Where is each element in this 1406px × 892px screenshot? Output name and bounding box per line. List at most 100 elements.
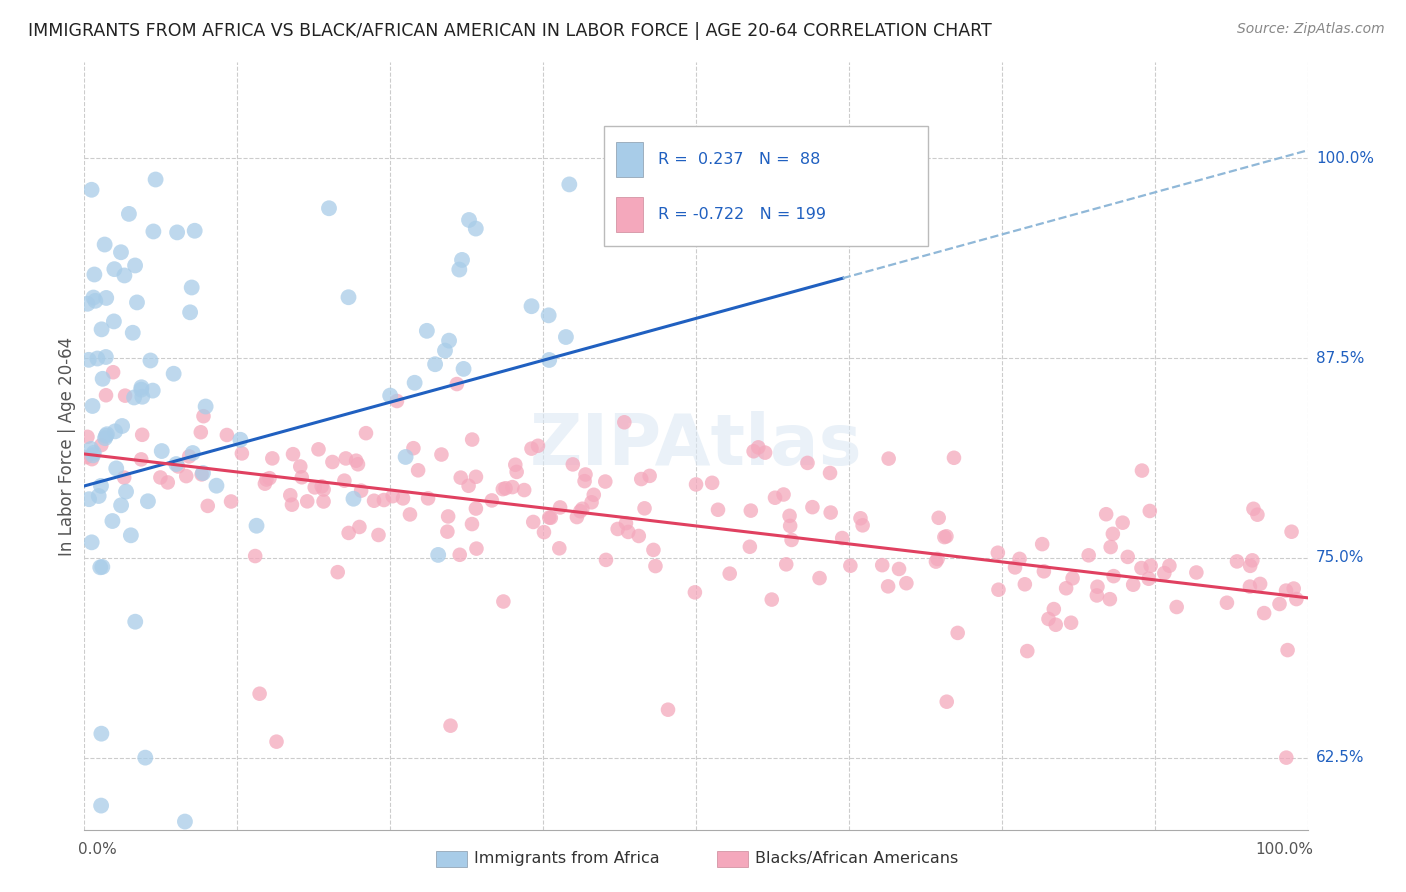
Point — [1111, 516, 1133, 530]
Point — [174, 814, 197, 829]
Point — [849, 511, 872, 525]
Point — [1277, 643, 1299, 657]
Point — [1185, 566, 1208, 580]
Point — [1122, 578, 1144, 592]
Point — [761, 592, 783, 607]
Point — [1282, 582, 1305, 596]
Point — [259, 471, 281, 485]
Point — [928, 511, 950, 525]
Point — [145, 172, 167, 186]
Text: Blacks/African Americans: Blacks/African Americans — [755, 852, 959, 866]
Point — [308, 442, 330, 457]
Point — [571, 501, 593, 516]
Point — [381, 489, 404, 503]
Text: 87.5%: 87.5% — [1316, 351, 1364, 366]
Point — [1095, 507, 1118, 521]
Point — [465, 541, 488, 556]
Point — [76, 430, 98, 444]
FancyBboxPatch shape — [616, 142, 644, 177]
Point — [627, 529, 650, 543]
Point — [380, 388, 402, 402]
Point — [125, 295, 148, 310]
Point — [839, 558, 862, 573]
Point — [581, 495, 603, 509]
Point — [219, 494, 242, 508]
Point — [404, 376, 426, 390]
Point — [1137, 572, 1160, 586]
Point — [243, 549, 266, 563]
Point — [738, 540, 761, 554]
Point — [350, 483, 373, 498]
Point — [111, 419, 134, 434]
Point — [522, 515, 544, 529]
Point — [461, 517, 484, 532]
Point — [77, 352, 100, 367]
Point — [1087, 580, 1109, 594]
Point — [1043, 602, 1066, 616]
Point — [179, 450, 201, 464]
Point — [740, 503, 762, 517]
Point — [1098, 592, 1121, 607]
Point — [304, 480, 326, 494]
Point — [718, 566, 741, 581]
Point — [1239, 558, 1261, 573]
Point — [1243, 501, 1265, 516]
Point — [946, 626, 969, 640]
Point — [266, 734, 288, 748]
Point — [1014, 577, 1036, 591]
Point — [458, 213, 481, 227]
Point — [80, 452, 103, 467]
Point — [852, 518, 875, 533]
Point — [90, 438, 112, 452]
Point — [887, 562, 910, 576]
Point — [193, 409, 215, 424]
Point — [91, 560, 114, 574]
Point — [90, 479, 112, 493]
Point — [558, 178, 581, 192]
Point — [249, 687, 271, 701]
Point — [1241, 553, 1264, 567]
Point — [149, 470, 172, 484]
Point — [1130, 561, 1153, 575]
Point — [83, 268, 105, 282]
Point — [1159, 558, 1181, 573]
Point — [347, 457, 370, 471]
Point — [87, 489, 110, 503]
Point — [779, 508, 801, 523]
Point — [104, 425, 127, 439]
Point — [818, 466, 841, 480]
Point — [449, 548, 471, 562]
Point — [505, 458, 527, 472]
Point — [820, 506, 842, 520]
Point — [501, 480, 523, 494]
Point — [118, 207, 141, 221]
Point — [775, 558, 797, 572]
Point — [312, 494, 335, 508]
Point — [94, 431, 117, 445]
Point — [1249, 577, 1271, 591]
Point — [896, 576, 918, 591]
Point — [406, 463, 429, 477]
Point — [110, 498, 132, 512]
Point — [96, 291, 118, 305]
Point — [326, 565, 349, 579]
Point — [935, 529, 957, 543]
Point — [1253, 606, 1275, 620]
Point — [569, 504, 592, 518]
Point — [1285, 592, 1308, 607]
Point — [1004, 560, 1026, 574]
Point — [638, 468, 661, 483]
Point — [103, 262, 125, 277]
Point — [190, 467, 212, 482]
Point — [754, 445, 776, 459]
Point — [633, 501, 655, 516]
Point — [461, 433, 484, 447]
Point — [262, 451, 284, 466]
Text: Immigrants from Africa: Immigrants from Africa — [474, 852, 659, 866]
Point — [245, 518, 267, 533]
Point — [1275, 750, 1298, 764]
Text: 0.0%: 0.0% — [79, 842, 117, 857]
Point — [513, 483, 536, 497]
Point — [446, 377, 468, 392]
Point — [537, 309, 560, 323]
